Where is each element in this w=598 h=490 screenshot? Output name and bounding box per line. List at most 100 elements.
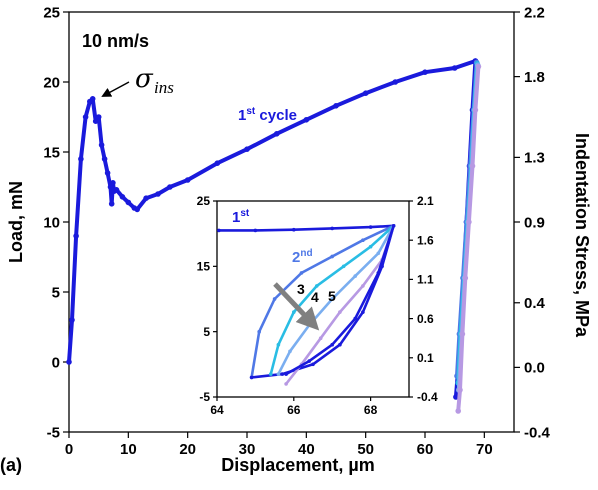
main-series-5 <box>456 64 481 413</box>
inset-series-3-point-2 <box>291 310 296 314</box>
main-series-0-point-24 <box>184 177 191 183</box>
main-series-0-point-12 <box>107 184 114 190</box>
inset-label-4: 4 <box>311 289 319 305</box>
inset-series-3-point-3 <box>314 284 319 288</box>
main-series-0-point-6 <box>89 96 96 102</box>
inset-y-tick-label-2: 15 <box>197 260 211 274</box>
main-series-5-point-5 <box>459 331 466 337</box>
inset-y-tick-label-1: 5 <box>203 325 210 339</box>
inset-series-5-point-2 <box>318 336 323 341</box>
inset-series-6-point-2 <box>353 316 358 321</box>
inset-plot: 64 66 68 -5 5 15 25 -0.4 0.1 0.6 1.1 1.6 2.1 <box>197 194 438 417</box>
main-y-tick-label-1: 0 <box>52 354 60 371</box>
main-y-tick-label-4: 15 <box>43 144 60 161</box>
main-x-tick-label-5: 50 <box>357 441 374 458</box>
main-series-0-point-29 <box>333 103 339 109</box>
inset-series-5-point-3 <box>338 310 342 314</box>
inset-series-1-point-5 <box>361 238 365 243</box>
main-series-0-point-32 <box>422 69 428 75</box>
main-x-tick-label-6: 60 <box>417 441 434 458</box>
main-series-0-point-14 <box>110 180 116 186</box>
main-series-0-point-33 <box>451 65 458 71</box>
main-series-0-point-11 <box>104 170 111 176</box>
inset-y2-tick-label-5: 2.1 <box>417 194 434 208</box>
inset-y2-tick-label-0: -0.4 <box>417 390 438 404</box>
main-y2-tick-label-6: 2.2 <box>524 4 545 21</box>
inset-x-tick-label-2: 68 <box>364 403 378 417</box>
inset-label-2nd: 2nd <box>292 248 313 266</box>
inset-series-0-point-1 <box>253 228 258 233</box>
inset-series-2-point-3 <box>338 342 342 347</box>
main-series-0-point-13 <box>108 201 115 207</box>
main-series-0-point-26 <box>244 146 250 152</box>
inset-series-6-point-5 <box>284 372 288 376</box>
cycle1-label: 1st cycle <box>238 106 297 124</box>
inset-y-tick-label-3: 25 <box>197 194 211 208</box>
main-series-0-point-8 <box>95 114 102 120</box>
inset-series-3-point-1 <box>276 342 281 347</box>
inset-series-6 <box>284 224 395 376</box>
inset-series-3-point-0 <box>268 372 273 376</box>
inset-label-1st: 1st <box>232 208 250 226</box>
y2-axis-label: Indentation Stress, MPa <box>572 133 592 338</box>
inset-series-2-point-2 <box>361 310 365 314</box>
inset-series-1-point-4 <box>330 254 335 259</box>
inset-series-6-point-0 <box>391 223 396 228</box>
inset-label-3: 3 <box>297 281 305 297</box>
main-series-0-point-31 <box>392 79 399 85</box>
main-y2-tick-label-3: 0.9 <box>524 214 545 231</box>
main-x-tick-label-1: 10 <box>120 441 137 458</box>
inset-series-0-point-4 <box>368 225 373 229</box>
main-x-tick-label-7: 70 <box>476 441 493 458</box>
main-series-5-point-0 <box>475 63 482 70</box>
inset-series-1-point-2 <box>272 297 277 301</box>
inset-series-0-point-0 <box>217 228 221 233</box>
main-series-0-point-20 <box>134 206 140 213</box>
main-series-0-point-7 <box>92 118 99 124</box>
main-y-tick-label-0: -5 <box>47 424 60 441</box>
main-series-0-point-27 <box>273 131 280 137</box>
main-series-5-point-4 <box>462 275 469 281</box>
main-series-0-point-22 <box>155 191 161 197</box>
main-series-0-point-25 <box>214 160 221 166</box>
rate-label: 10 nm/s <box>82 31 149 51</box>
main-y2-tick-label-2: 0.4 <box>524 295 546 312</box>
sigma-annotation: σ ins <box>101 64 174 97</box>
main-series-0-point-21 <box>143 195 149 201</box>
main-series-0-point-0 <box>66 359 72 365</box>
sigma-subscript: ins <box>154 78 174 97</box>
main-y2-tick-label-4: 1.3 <box>524 150 545 167</box>
inset-series-2-point-6 <box>249 375 254 380</box>
y-axis-label: Load, mN <box>6 181 26 263</box>
inset-frame <box>216 200 410 398</box>
inset-x-tick-label-0: 64 <box>210 403 224 417</box>
inset-y2-tick-label-1: 0.1 <box>417 351 434 365</box>
inset-series-1-point-1 <box>257 329 262 334</box>
main-y2-tick-label-1: 0.0 <box>524 360 545 377</box>
main-x-tick-label-0: 0 <box>65 441 73 458</box>
inset-series-0-point-2 <box>291 227 296 232</box>
inset-series-0 <box>217 224 395 232</box>
main-series-0-point-23 <box>167 184 173 190</box>
main-series-5-point-2 <box>469 163 476 169</box>
inset-y2-tick-label-2: 0.6 <box>417 312 434 326</box>
inset-series-3-point-5 <box>368 244 373 249</box>
panel-label: (a) <box>0 455 22 475</box>
main-series-0-point-2 <box>73 233 79 239</box>
main-series-0-point-17 <box>119 194 126 200</box>
inset-x-tick-label-1: 66 <box>287 403 301 417</box>
main-y-tick-label-2: 5 <box>52 284 60 301</box>
inset-y2-tick-label-4: 1.6 <box>417 233 434 247</box>
inset-series-4-point-3 <box>330 297 335 301</box>
inset-y-tick-label-0: -5 <box>199 390 210 404</box>
inset-series-6-point-1 <box>376 271 381 275</box>
inset-y2-tick-label-3: 1.1 <box>417 273 434 287</box>
sigma-arrow <box>101 81 130 97</box>
main-series-5-point-1 <box>472 107 479 113</box>
main-x-tick-label-3: 30 <box>239 441 256 458</box>
sigma-symbol: σ <box>135 64 154 94</box>
main-series-0-point-9 <box>98 142 105 148</box>
main-series-0-point-30 <box>362 90 369 96</box>
inset-series-6-point-3 <box>330 342 335 347</box>
